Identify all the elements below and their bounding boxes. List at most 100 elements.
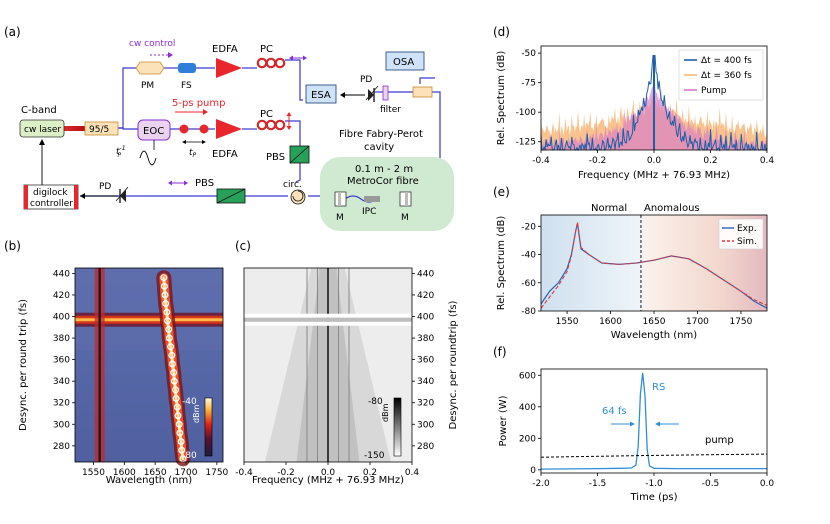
- splitter-label: 95/5: [89, 125, 109, 135]
- edfa-top-label: EDFA: [212, 44, 238, 55]
- y-tick-label: 440: [417, 269, 434, 279]
- cw-laser: [19, 119, 65, 138]
- panel-a-setup: (a) cw control: [4, 25, 454, 231]
- legend-d-item-1: Δt = 400 fs: [701, 56, 752, 66]
- pd-bottom-icon: [120, 190, 126, 202]
- region-normal-label: Normal: [591, 203, 627, 214]
- colorbar-b-min: -80: [182, 451, 197, 461]
- y-tick-label: 440: [53, 269, 70, 279]
- y-tick-label: 400: [53, 313, 70, 323]
- annotation-rs: RS: [652, 382, 665, 393]
- bright-row-upper: [244, 313, 412, 318]
- sim-point: [163, 308, 171, 316]
- y-tick-label: 360: [417, 356, 434, 366]
- panel-e-ylabel: Rel. Spectrum (dB): [496, 216, 507, 311]
- y-tick-label: 360: [53, 356, 70, 366]
- sim-point: [168, 351, 176, 359]
- y-tick-label: 600: [519, 371, 536, 381]
- cw-laser-label: cw laser: [24, 125, 61, 135]
- y-tick-label: 420: [417, 291, 434, 301]
- pump-pulse-2: [199, 124, 209, 134]
- panel-label-b: (b): [4, 239, 21, 253]
- panel-b-xlabel: Wavelength (nm): [106, 475, 192, 486]
- x-tick-label: 1650: [643, 317, 666, 327]
- tp-label: tP: [189, 148, 197, 159]
- series-e-sim: [540, 221, 768, 309]
- y-tick-label: 300: [53, 420, 70, 430]
- panel-label-e: (e): [493, 185, 510, 199]
- y-tick-label: 400: [519, 403, 536, 413]
- x-tick-label: 1650: [144, 468, 167, 478]
- x-tick-label: 1750: [205, 468, 228, 478]
- x-tick-label: 0.0: [321, 468, 336, 478]
- sim-point: [165, 325, 173, 333]
- pump-label: 5-ps pump: [172, 98, 225, 109]
- colorbar-b: [204, 397, 213, 457]
- x-tick-label: 0.4: [405, 468, 420, 478]
- cavity-box: [320, 157, 454, 231]
- x-tick-label: 1700: [175, 468, 198, 478]
- y-tick-label: 420: [53, 291, 70, 301]
- legend-e-item-2: Sim.: [737, 237, 757, 247]
- sim-point: [167, 343, 175, 351]
- fibre-length-label: 0.1 m - 2 m: [355, 164, 413, 175]
- osa: [385, 51, 425, 71]
- circulator-label: circ.: [283, 180, 302, 190]
- mirror-left-label: M: [336, 213, 344, 223]
- colorbar-b-max: -40: [182, 397, 197, 407]
- splitter: [84, 121, 119, 136]
- panel-e-xlabel: Wavelength (nm): [611, 330, 697, 341]
- phase-modulator: [135, 61, 165, 75]
- y-tick-label: 340: [417, 377, 434, 387]
- x-tick-label: 0.2: [363, 468, 377, 478]
- circulator: [290, 189, 306, 205]
- pbs-bottom-label: PBS: [195, 178, 214, 189]
- y-tick-label: -40: [521, 251, 536, 261]
- y-tick-label: 380: [53, 334, 70, 344]
- y-tick-label: 200: [519, 434, 536, 444]
- legend-e: Exp. Sim.: [718, 218, 764, 250]
- sim-point: [164, 317, 171, 325]
- x-tick-label: 1600: [599, 317, 622, 327]
- legend-d: Δt = 400 fs Δt = 360 fs Pump: [678, 49, 764, 101]
- panel-c-xlabel: Frequency (MHz + 76.93 MHz): [252, 475, 404, 486]
- rf-sine-icon: [139, 150, 157, 166]
- sim-point: [162, 300, 170, 308]
- series-f-pump: [540, 453, 768, 458]
- colorbar-c: [393, 397, 402, 457]
- panel-label-f: (f): [493, 345, 507, 359]
- panel-d-xlabel: Frequency (MHz + 76.93 MHz): [578, 170, 730, 181]
- pd-top-label: PD: [360, 75, 372, 85]
- sim-point: [173, 403, 181, 411]
- x-tick-label: -0.5: [702, 479, 720, 489]
- pd-bottom-label: PD: [99, 182, 111, 192]
- colorbar-b-label: dBm: [192, 404, 201, 423]
- panel-b-heatmap: (b) 1550 1600 1650 1700 1750 280 300 320 340 360 3…: [4, 239, 229, 486]
- panel-c-heatmap: (c) -0.4 -0.2 0.0 0.2 0.4 280 300 320 340 360 380 4…: [235, 239, 459, 486]
- y-tick-label: 300: [417, 420, 434, 430]
- y-tick-label: 280: [53, 442, 70, 452]
- x-tick-label: 0.0: [760, 479, 775, 489]
- y-tick-label: -100: [516, 108, 537, 118]
- esa: [305, 84, 337, 104]
- pump-line: [98, 268, 101, 462]
- colorbar-c-label: dBm: [381, 403, 390, 422]
- tp-inverse-label: t-1 P: [116, 145, 126, 159]
- mirror-right-label: M: [401, 213, 409, 223]
- annotation-width: 64 fs: [602, 406, 627, 417]
- panel-e-spectrum: (e) 1550 1600 1650 1700 1750 -20 -40 -60 -80 Nor…: [493, 185, 768, 341]
- filter: [382, 85, 389, 101]
- pbs-top-label: PBS: [266, 152, 285, 163]
- sim-point: [170, 377, 178, 385]
- panel-d-spectrum: (d) -0.4 -0.2 0.0 0.2 0.4 -125 -100 -75 -50 Δt =…: [493, 25, 774, 181]
- pd-top-icon: [368, 89, 374, 101]
- laser-link: [64, 126, 85, 131]
- edfa-mid: [216, 119, 242, 139]
- panel-b-ylabel: Desync. per round trip (fs): [18, 299, 29, 431]
- pc-mid: [256, 119, 286, 131]
- pc-top-label: PC: [260, 44, 273, 55]
- pc-mid-label: PC: [260, 109, 273, 120]
- legend-d-item-2: Δt = 360 fs: [701, 71, 752, 81]
- coupler: [412, 86, 433, 98]
